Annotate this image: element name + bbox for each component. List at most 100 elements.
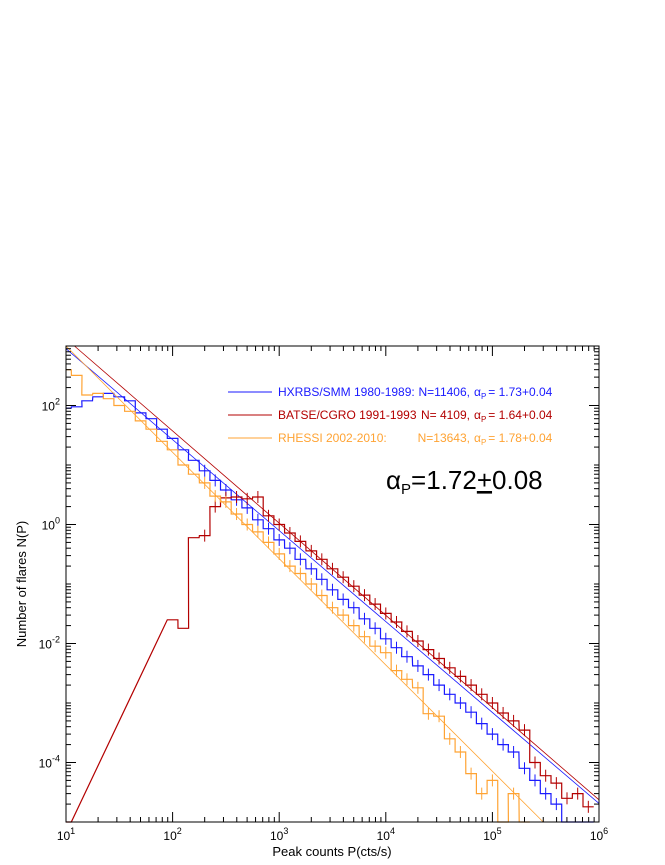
- series-2-point: [395, 670, 398, 672]
- series-1-point: [278, 523, 280, 526]
- series-2-point: [512, 793, 515, 795]
- x-tick-label-base: 10: [377, 829, 391, 843]
- series-0-point: [459, 702, 462, 704]
- series-0-point: [289, 547, 291, 549]
- series-1-point: [523, 729, 526, 731]
- series-1-point: [310, 550, 312, 552]
- series-0-point: [385, 638, 387, 640]
- series-1-point: [235, 496, 238, 498]
- series-1-point: [491, 702, 493, 704]
- series-2-point: [299, 572, 301, 575]
- series-0-histogram: [66, 392, 594, 823]
- series-2-point: [459, 751, 462, 753]
- series-0-point: [342, 598, 344, 601]
- series-0-point: [214, 479, 216, 482]
- annotation-sub: P: [401, 481, 411, 498]
- y-tick-label-base: 10: [42, 400, 56, 414]
- legend-alpha-2: αP = 1.78+0.04: [474, 431, 553, 447]
- series-2-point: [406, 678, 408, 680]
- x-tick-label: 105: [483, 826, 501, 843]
- series-2-point: [204, 482, 206, 484]
- series-2-point: [385, 652, 387, 654]
- x-tick-label: 104: [377, 826, 395, 843]
- legend-name-0: HXRBS/SMM 1980-1989:: [278, 385, 415, 399]
- series-0-point: [353, 607, 355, 609]
- y-tick-label-exp: -2: [52, 635, 60, 645]
- legend-alpha-value-0: = 1.73+0.04: [488, 385, 552, 399]
- series-1-fit-line: [74, 345, 600, 801]
- legend-n-0: N=11406,: [419, 385, 471, 399]
- series-1-point: [246, 498, 248, 500]
- series-0-point: [438, 684, 440, 686]
- annotation-uncertainty: 0.08: [492, 465, 543, 495]
- series-1-point: [449, 667, 451, 669]
- y-tick-label-exp: 0: [55, 516, 60, 526]
- series-0-fit-line: [65, 348, 600, 804]
- series-0-point: [481, 723, 483, 725]
- series-1-point: [267, 515, 270, 517]
- series-1-point: [459, 675, 462, 677]
- x-tick-label-base: 10: [57, 829, 71, 843]
- series-2-point: [214, 495, 216, 497]
- legend-alpha-symbol-1: α: [474, 408, 481, 422]
- y-tick-label-base: 10: [42, 519, 56, 533]
- y-tick-label-exp: -4: [52, 754, 60, 764]
- legend-alpha-0: αP = 1.73+0.04: [474, 385, 553, 401]
- series-2-point: [374, 645, 376, 647]
- series-2-point: [449, 738, 451, 740]
- series-2-point: [225, 501, 227, 503]
- series-2-point: [363, 636, 366, 638]
- series-2-point: [289, 565, 291, 567]
- series-2-point: [470, 773, 472, 775]
- x-tick-label-base: 10: [270, 829, 284, 843]
- x-tick-label-exp: 6: [603, 826, 608, 836]
- series-1-point: [204, 535, 206, 537]
- y-tick-label: 10-4: [39, 754, 60, 771]
- legend-alpha-symbol-2: α: [474, 431, 481, 445]
- series-1-point: [417, 640, 419, 642]
- series-0-point: [523, 767, 526, 769]
- series-0-point: [299, 558, 301, 560]
- legend-alpha-symbol-0: α: [474, 385, 481, 399]
- x-axis-label: Peak counts P(cts/s): [272, 844, 391, 859]
- series-1-point: [299, 540, 301, 542]
- x-tick-label: 106: [590, 826, 608, 843]
- y-tick-label-base: 10: [39, 757, 53, 771]
- series-1-point: [395, 621, 398, 623]
- series-1-point: [555, 782, 557, 784]
- series-1-point: [385, 612, 387, 615]
- series-1-point: [545, 775, 547, 777]
- series-2-point: [353, 624, 355, 627]
- series-1-point: [470, 684, 472, 686]
- legend-alpha-value-2: = 1.78+0.04: [488, 431, 552, 445]
- series-0-point: [470, 711, 472, 713]
- series-1-point: [534, 761, 536, 764]
- series-1-point: [566, 797, 568, 799]
- series-1: [66, 345, 600, 823]
- series-1-histogram: [66, 496, 594, 823]
- legend-alpha-sub-0: P: [481, 392, 486, 401]
- series-0-point: [204, 470, 206, 472]
- series-2-point: [246, 523, 248, 526]
- series-1-point: [502, 712, 504, 714]
- series-1-point: [406, 630, 408, 632]
- series-1-point: [257, 496, 259, 498]
- legend-alpha-sub-2: P: [481, 438, 486, 447]
- series-0-point: [545, 793, 547, 795]
- series-2-point: [321, 594, 323, 597]
- legend-alpha-1: αP = 1.64+0.04: [474, 408, 553, 424]
- series-0-point: [374, 627, 376, 629]
- series-0-point: [449, 693, 451, 695]
- annotation-value: =1.72: [411, 465, 477, 495]
- legend-n-2: N=13643,: [418, 431, 470, 445]
- series-1-point: [374, 603, 376, 605]
- series-1-point: [353, 585, 355, 587]
- legend-n-1: N= 4109,: [421, 408, 470, 422]
- x-tick-label-base: 10: [483, 829, 497, 843]
- series-0-point: [278, 539, 280, 541]
- series-1-point: [289, 532, 291, 534]
- legend-alpha-sub-1: P: [481, 415, 486, 424]
- annotation-pm: +: [477, 465, 492, 495]
- series-0-point: [225, 489, 227, 491]
